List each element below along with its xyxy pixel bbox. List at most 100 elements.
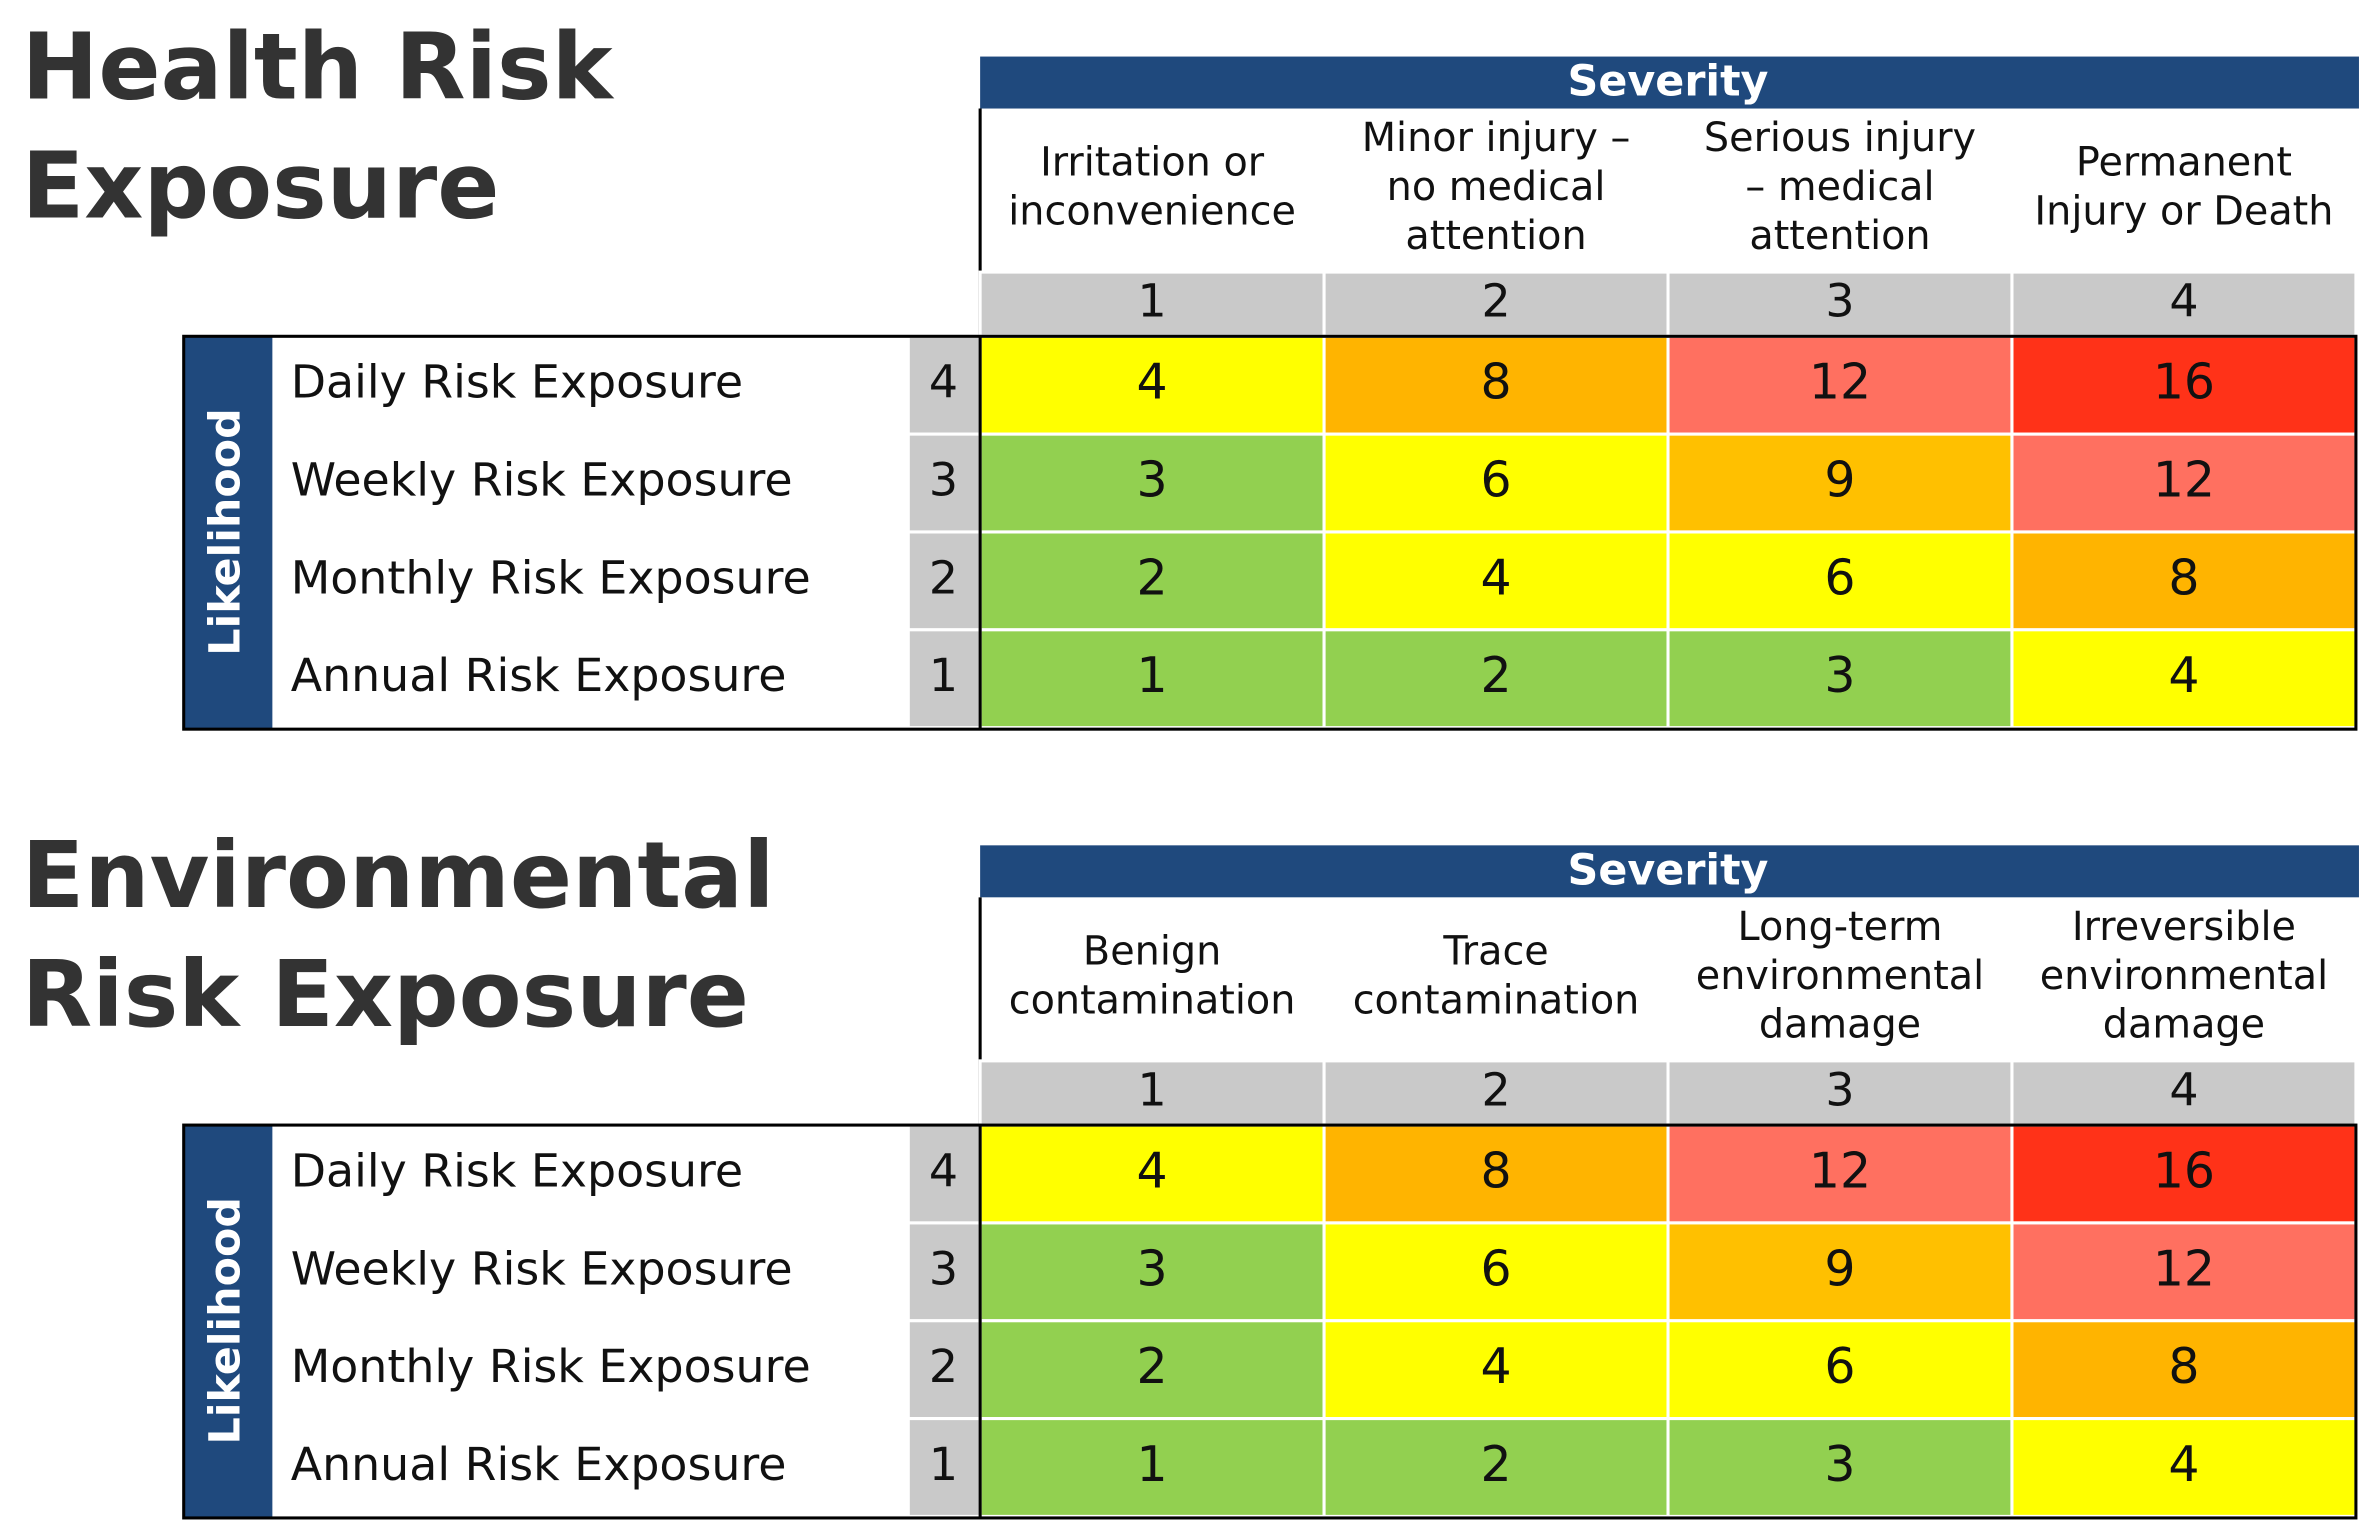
- column-label: attention: [1749, 213, 1930, 259]
- column-label: Irreversible: [2072, 904, 2296, 950]
- risk-score: 8: [2168, 1338, 2199, 1395]
- risk-score: 6: [1824, 1338, 1855, 1395]
- column-label: environmental: [1696, 953, 1984, 999]
- column-label: contamination: [1009, 977, 1296, 1023]
- column-label: contamination: [1353, 977, 1640, 1023]
- row-number-cell: [906, 1221, 982, 1323]
- severity-label: Severity: [1568, 57, 1769, 107]
- risk-cell: [978, 432, 1326, 534]
- risk-score: 8: [1480, 354, 1511, 411]
- column-label: Trace: [1442, 928, 1548, 974]
- row-label: Weekly Risk Exposure: [291, 1241, 793, 1295]
- column-number: 2: [1481, 274, 1510, 328]
- column-number-cell: [1666, 270, 2014, 338]
- column-number: 2: [1481, 1062, 1510, 1116]
- risk-score: 2: [1480, 1436, 1511, 1493]
- risk-cell: [1666, 432, 2014, 534]
- risk-score: 12: [1809, 1142, 1871, 1199]
- likelihood-bar: [183, 1125, 273, 1518]
- risk-score: 3: [1824, 1436, 1855, 1493]
- severity-bar: [980, 56, 2359, 109]
- risk-score: 16: [2153, 1142, 2215, 1199]
- column-label: Minor injury –: [1362, 115, 1631, 161]
- risk-score: 4: [1480, 549, 1511, 606]
- risk-score: 12: [2153, 452, 2215, 509]
- column-number: 4: [2169, 1062, 2198, 1116]
- row-label: Annual Risk Exposure: [291, 1437, 787, 1491]
- risk-score: 3: [1137, 1240, 1168, 1297]
- column-label: Serious injury: [1704, 115, 1976, 161]
- risk-cell: [978, 530, 1326, 632]
- risk-cell: [2010, 530, 2358, 632]
- risk-score: 1: [1137, 647, 1168, 704]
- column-number-cell: [978, 270, 1326, 338]
- column-label: Injury or Death: [2034, 189, 2333, 235]
- row-label: Daily Risk Exposure: [291, 355, 743, 409]
- column-label: environmental: [2040, 953, 2328, 999]
- risk-cell: [1666, 1123, 2014, 1225]
- column-label: Irritation or: [1040, 140, 1265, 186]
- risk-cell: [1666, 628, 2014, 730]
- risk-score: 8: [2168, 549, 2199, 606]
- column-label: – medical: [1745, 164, 1934, 210]
- risk-score: 9: [1824, 452, 1855, 509]
- column-label: Long-term: [1738, 904, 1943, 950]
- column-number: 1: [1138, 274, 1167, 328]
- risk-cell: [1322, 1221, 1670, 1323]
- risk-score: 2: [1137, 1338, 1168, 1395]
- section-title: Environmental: [22, 822, 775, 929]
- column-label: damage: [2103, 1002, 2265, 1048]
- matrix-border: [182, 1123, 2358, 1520]
- risk-score: 9: [1824, 1240, 1855, 1297]
- severity-label: Severity: [1568, 845, 1769, 895]
- column-number: 1: [1138, 1062, 1167, 1116]
- risk-score: 4: [2168, 647, 2199, 704]
- risk-score: 12: [1809, 354, 1871, 411]
- section-title: Health Risk: [22, 13, 615, 120]
- risk-score: 4: [1480, 1338, 1511, 1395]
- risk-score: 1: [1137, 1436, 1168, 1493]
- row-number: 3: [929, 453, 958, 507]
- risk-score: 8: [1480, 1142, 1511, 1199]
- row-number: 2: [929, 550, 958, 604]
- risk-cell: [978, 628, 1326, 730]
- row-label: Monthly Risk Exposure: [291, 550, 811, 604]
- row-label: Monthly Risk Exposure: [291, 1339, 811, 1393]
- row-label: Annual Risk Exposure: [291, 648, 787, 702]
- row-label: Weekly Risk Exposure: [291, 453, 793, 507]
- risk-score: 6: [1480, 452, 1511, 509]
- risk-cell: [1666, 1221, 2014, 1323]
- column-label: Permanent: [2076, 140, 2292, 186]
- risk-cell: [2010, 432, 2358, 534]
- risk-score: 6: [1480, 1240, 1511, 1297]
- risk-score: 3: [1824, 647, 1855, 704]
- risk-cell: [1666, 1417, 2014, 1518]
- section-title: Risk Exposure: [22, 941, 749, 1048]
- risk-score: 12: [2153, 1240, 2215, 1297]
- risk-cell: [1322, 530, 1670, 632]
- column-label: damage: [1759, 1002, 1921, 1048]
- risk-score: 4: [1137, 1142, 1168, 1199]
- row-number: 1: [929, 1437, 958, 1491]
- risk-score: 6: [1824, 549, 1855, 606]
- column-label: attention: [1405, 213, 1586, 259]
- matrix-border: [182, 334, 2358, 731]
- row-number: 4: [929, 1143, 958, 1197]
- column-number: 3: [1825, 274, 1854, 328]
- severity-bar: [980, 845, 2359, 898]
- column-label: inconvenience: [1008, 189, 1296, 235]
- likelihood-label: Likelihood: [201, 408, 251, 656]
- row-number-cell: [906, 334, 982, 436]
- risk-cell: [978, 1417, 1326, 1518]
- section-title: Exposure: [22, 132, 500, 239]
- risk-score: 4: [2168, 1436, 2199, 1493]
- risk-score: 2: [1137, 549, 1168, 606]
- risk-cell: [1322, 1319, 1670, 1421]
- risk-cell: [1322, 1123, 1670, 1225]
- risk-score: 16: [2153, 354, 2215, 411]
- likelihood-bar: [183, 336, 273, 730]
- row-number: 2: [929, 1339, 958, 1393]
- column-number-cell: [2010, 270, 2358, 338]
